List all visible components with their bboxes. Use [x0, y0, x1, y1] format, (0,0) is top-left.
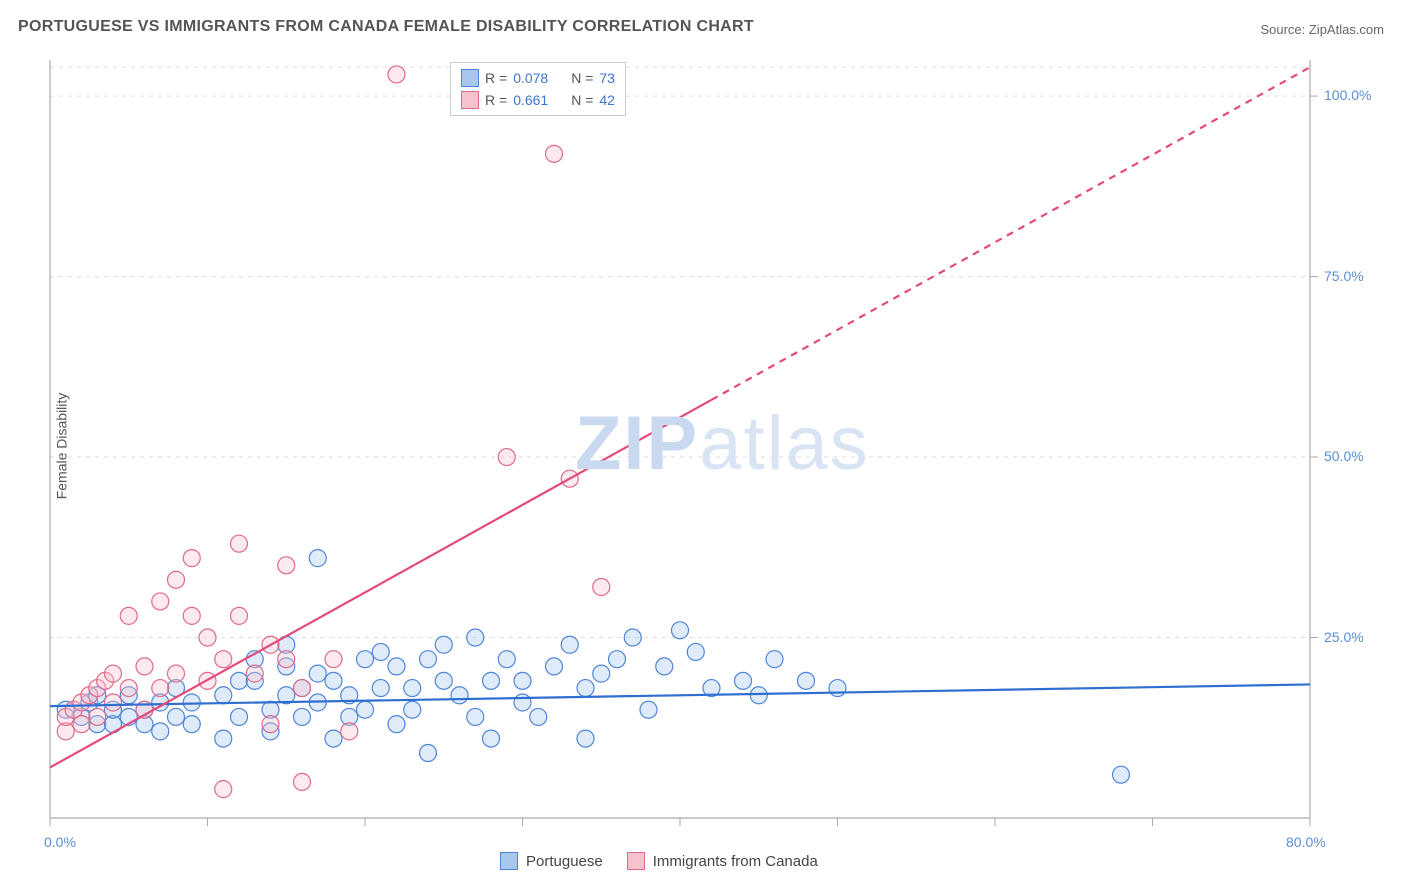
- x-tick-label: 0.0%: [44, 834, 76, 850]
- r-value: 0.661: [513, 92, 565, 108]
- legend-series-label: Portuguese: [526, 853, 603, 870]
- y-tick-label: 75.0%: [1324, 268, 1364, 284]
- n-label: N =: [571, 70, 593, 86]
- y-tick-label: 100.0%: [1324, 87, 1371, 103]
- legend-series-label: Immigrants from Canada: [653, 853, 818, 870]
- legend-swatch: [461, 69, 479, 87]
- source-value: ZipAtlas.com: [1309, 22, 1384, 37]
- legend-swatch: [500, 852, 518, 870]
- r-label: R =: [485, 70, 507, 86]
- page-title: PORTUGUESE VS IMMIGRANTS FROM CANADA FEM…: [18, 18, 754, 36]
- legend-row: R = 0.661 N = 42: [461, 89, 615, 111]
- r-value: 0.078: [513, 70, 565, 86]
- legend-correlation: R = 0.078 N = 73 R = 0.661 N = 42: [450, 62, 626, 116]
- scatter-chart: [50, 60, 1350, 830]
- source-label: Source:: [1260, 22, 1308, 37]
- x-tick-label: 80.0%: [1286, 834, 1326, 850]
- y-tick-label: 50.0%: [1324, 448, 1364, 464]
- chart-area: [50, 60, 1350, 830]
- r-label: R =: [485, 92, 507, 108]
- legend-row: R = 0.078 N = 73: [461, 67, 615, 89]
- y-tick-label: 25.0%: [1324, 629, 1364, 645]
- legend-swatch: [461, 91, 479, 109]
- source-attribution: Source: ZipAtlas.com: [1260, 22, 1384, 37]
- legend-series-item: Portuguese: [500, 852, 603, 870]
- legend-series-item: Immigrants from Canada: [627, 852, 818, 870]
- n-label: N =: [571, 92, 593, 108]
- n-value: 42: [599, 92, 615, 108]
- n-value: 73: [599, 70, 615, 86]
- legend-swatch: [627, 852, 645, 870]
- legend-series: Portuguese Immigrants from Canada: [500, 852, 818, 870]
